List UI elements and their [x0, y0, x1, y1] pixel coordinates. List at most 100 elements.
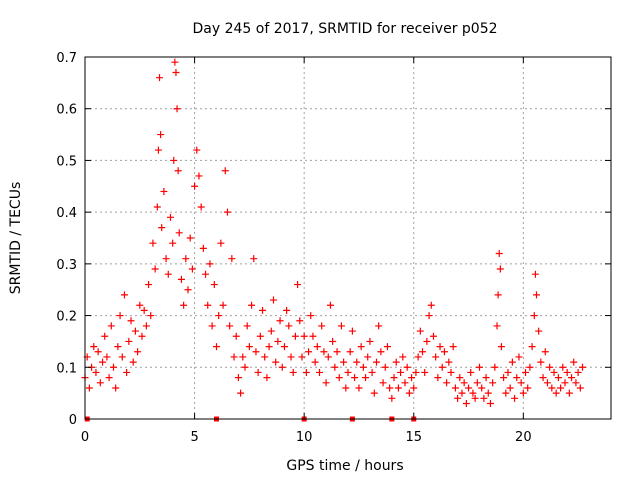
data-point	[274, 337, 282, 345]
data-point	[127, 317, 135, 325]
data-point	[386, 384, 394, 392]
data-point	[359, 363, 367, 371]
data-point	[532, 291, 540, 299]
data-point	[226, 322, 234, 330]
data-point	[109, 363, 117, 371]
data-point	[285, 322, 293, 330]
data-point	[188, 265, 196, 273]
data-point	[300, 332, 308, 340]
data-point	[215, 312, 223, 320]
data-point	[508, 358, 516, 366]
data-point	[447, 368, 455, 376]
data-point	[425, 312, 433, 320]
data-point	[96, 379, 104, 387]
data-point	[355, 384, 363, 392]
data-point	[316, 368, 324, 376]
data-point	[524, 384, 532, 392]
data-point	[283, 306, 291, 314]
data-point	[213, 343, 220, 351]
data-point	[199, 244, 207, 252]
data-point	[259, 306, 267, 314]
data-point	[445, 358, 453, 366]
data-point	[537, 358, 545, 366]
data-point	[162, 255, 170, 263]
data-point	[436, 343, 444, 351]
data-point	[302, 368, 310, 376]
data-point	[239, 353, 247, 361]
data-point	[522, 368, 530, 376]
data-point	[204, 301, 212, 309]
data-point	[482, 374, 490, 382]
data-point	[427, 301, 435, 309]
y-tick-label: 0.1	[56, 361, 77, 376]
data-point	[326, 301, 334, 309]
data-point	[311, 358, 319, 366]
y-tick-label: 0.6	[56, 103, 77, 118]
data-point	[291, 332, 299, 340]
data-point	[335, 374, 343, 382]
data-point	[460, 379, 468, 387]
data-point	[561, 379, 569, 387]
data-point	[112, 384, 120, 392]
data-point	[541, 348, 549, 356]
data-point	[528, 343, 536, 351]
data-point	[245, 343, 253, 351]
data-point	[177, 275, 185, 283]
data-point	[377, 348, 385, 356]
data-point	[234, 374, 242, 382]
data-point	[504, 368, 512, 376]
data-point	[105, 374, 113, 382]
data-point	[186, 234, 194, 242]
data-point	[362, 374, 370, 382]
data-point	[484, 389, 492, 397]
data-point	[85, 384, 93, 392]
data-point	[526, 363, 534, 371]
data-point	[340, 358, 348, 366]
data-point	[357, 343, 365, 351]
data-point	[256, 332, 264, 340]
data-point	[103, 353, 111, 361]
y-tick-label: 0.5	[56, 154, 77, 169]
data-point	[99, 358, 107, 366]
data-point	[423, 337, 431, 345]
data-point	[129, 358, 137, 366]
data-point	[263, 374, 271, 382]
data-point	[379, 379, 387, 387]
data-points	[81, 58, 587, 422]
data-point	[313, 343, 321, 351]
data-point	[511, 394, 519, 402]
data-point	[94, 348, 102, 356]
data-point	[432, 353, 440, 361]
data-point	[320, 348, 328, 356]
data-point	[456, 374, 464, 382]
data-point	[579, 363, 587, 371]
data-point	[434, 374, 442, 382]
data-point	[250, 255, 258, 263]
data-point	[399, 353, 407, 361]
y-tick-label: 0	[69, 413, 77, 428]
data-point	[261, 353, 269, 361]
data-point	[546, 363, 554, 371]
data-point	[116, 312, 124, 320]
data-point	[496, 265, 504, 273]
data-point	[208, 322, 216, 330]
data-point	[157, 131, 165, 139]
x-axis-label: GPS time / hours	[286, 458, 403, 474]
data-point	[149, 239, 157, 247]
data-point	[495, 250, 503, 258]
data-point	[118, 353, 126, 361]
data-point	[276, 317, 284, 325]
data-point	[174, 167, 182, 175]
data-point	[478, 384, 486, 392]
data-point	[519, 389, 527, 397]
data-point	[114, 343, 122, 351]
x-tick-label: 10	[296, 430, 313, 445]
data-point	[408, 374, 416, 382]
data-point	[469, 389, 477, 397]
data-point	[296, 317, 304, 325]
data-point	[154, 146, 162, 154]
data-point	[101, 332, 109, 340]
data-point	[206, 260, 214, 268]
y-tick-label: 0.2	[56, 310, 77, 325]
